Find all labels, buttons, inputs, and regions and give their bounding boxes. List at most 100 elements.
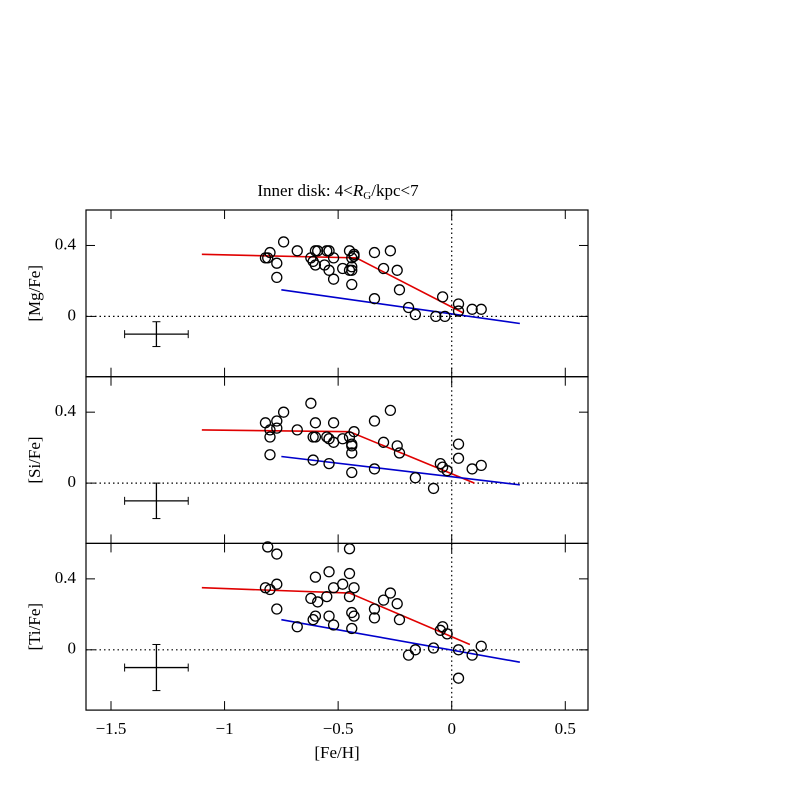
y-tick-label: 0.4: [55, 234, 77, 253]
data-point: [441, 628, 453, 640]
data-point: [466, 303, 478, 315]
data-point: [384, 587, 397, 599]
data-point: [430, 310, 442, 323]
data-point: [346, 447, 358, 459]
data-point: [307, 255, 319, 268]
data-point: [343, 567, 356, 580]
data-point: [259, 252, 272, 264]
data-point: [307, 454, 319, 466]
data-point: [307, 614, 319, 626]
data-point: [377, 594, 390, 606]
data-point: [452, 298, 465, 310]
data-point: [343, 543, 356, 555]
data-point: [348, 426, 360, 438]
data-point: [327, 273, 340, 285]
data-point: [377, 262, 390, 275]
x-tick-label: −1: [216, 719, 234, 738]
data-point: [475, 459, 487, 472]
data-point: [368, 246, 381, 259]
plot-frame: [85, 542, 589, 711]
x-tick-label: 0.5: [555, 719, 576, 738]
data-point: [309, 571, 322, 583]
data-point: [337, 578, 349, 590]
data-point: [475, 303, 487, 315]
fit-line: [281, 455, 520, 486]
fit-line: [201, 586, 471, 646]
chart-title: Inner disk: 4<RG/kpc<7: [257, 181, 419, 202]
data-point: [307, 431, 319, 443]
data-point: [393, 284, 406, 296]
data-point: [309, 610, 322, 622]
data-point: [452, 452, 465, 464]
data-point: [337, 262, 349, 275]
data-point: [264, 424, 276, 436]
data-point: [368, 463, 381, 475]
data-point: [271, 422, 283, 434]
data-point: [271, 603, 283, 615]
y-axis-label: [Mg/Fe]: [25, 265, 44, 322]
data-point: [271, 415, 283, 427]
plot-frame: [85, 209, 589, 378]
y-axis-label: [Ti/Fe]: [25, 603, 44, 651]
data-point: [346, 606, 358, 619]
data-point: [309, 431, 322, 443]
y-tick-label: 0: [68, 639, 77, 658]
data-point: [259, 417, 272, 429]
data-point: [323, 457, 335, 470]
fit-line: [281, 289, 520, 325]
data-point: [377, 436, 390, 448]
data-point: [305, 397, 317, 409]
data-point: [327, 252, 340, 264]
x-axis-label: [Fe/H]: [314, 743, 359, 762]
data-point: [436, 291, 449, 303]
data-point: [291, 245, 303, 257]
data-point: [427, 482, 440, 495]
y-axis-label: [Si/Fe]: [25, 436, 44, 483]
data-point: [291, 621, 303, 633]
data-point: [391, 440, 403, 452]
fit-line: [281, 618, 520, 664]
data-point: [384, 404, 397, 417]
data-point: [368, 293, 381, 305]
data-point: [368, 415, 381, 427]
data-point: [348, 250, 360, 262]
data-point: [312, 596, 324, 608]
data-point: [343, 590, 356, 603]
data-point: [271, 548, 283, 560]
data-point: [393, 614, 406, 626]
y-tick-label: 0: [68, 305, 77, 324]
y-tick-label: 0.4: [55, 401, 77, 420]
data-point: [309, 245, 322, 257]
data-point: [264, 431, 276, 443]
data-point: [384, 245, 397, 257]
data-point: [346, 264, 358, 276]
data-point: [466, 649, 478, 661]
data-point: [409, 644, 422, 656]
x-tick-label: −1.5: [96, 719, 127, 738]
data-point: [452, 305, 465, 317]
data-point: [402, 301, 415, 314]
data-point: [277, 406, 290, 418]
data-point: [452, 672, 465, 684]
data-point: [391, 264, 403, 276]
plot-frame: [85, 376, 589, 545]
data-point: [309, 259, 322, 271]
data-point: [312, 245, 324, 257]
data-point: [452, 644, 465, 656]
x-tick-label: −0.5: [323, 719, 354, 738]
y-tick-label: 0: [68, 472, 77, 491]
data-point: [262, 541, 274, 553]
data-point: [348, 610, 360, 622]
data-point: [271, 271, 283, 284]
data-point: [323, 566, 335, 578]
data-point: [323, 245, 335, 257]
data-point: [264, 449, 276, 461]
data-point: [346, 440, 358, 452]
data-point: [323, 610, 335, 622]
data-point: [323, 264, 335, 276]
data-point: [441, 465, 453, 477]
data-point: [368, 603, 381, 615]
data-point: [277, 236, 290, 248]
data-point: [346, 261, 358, 273]
